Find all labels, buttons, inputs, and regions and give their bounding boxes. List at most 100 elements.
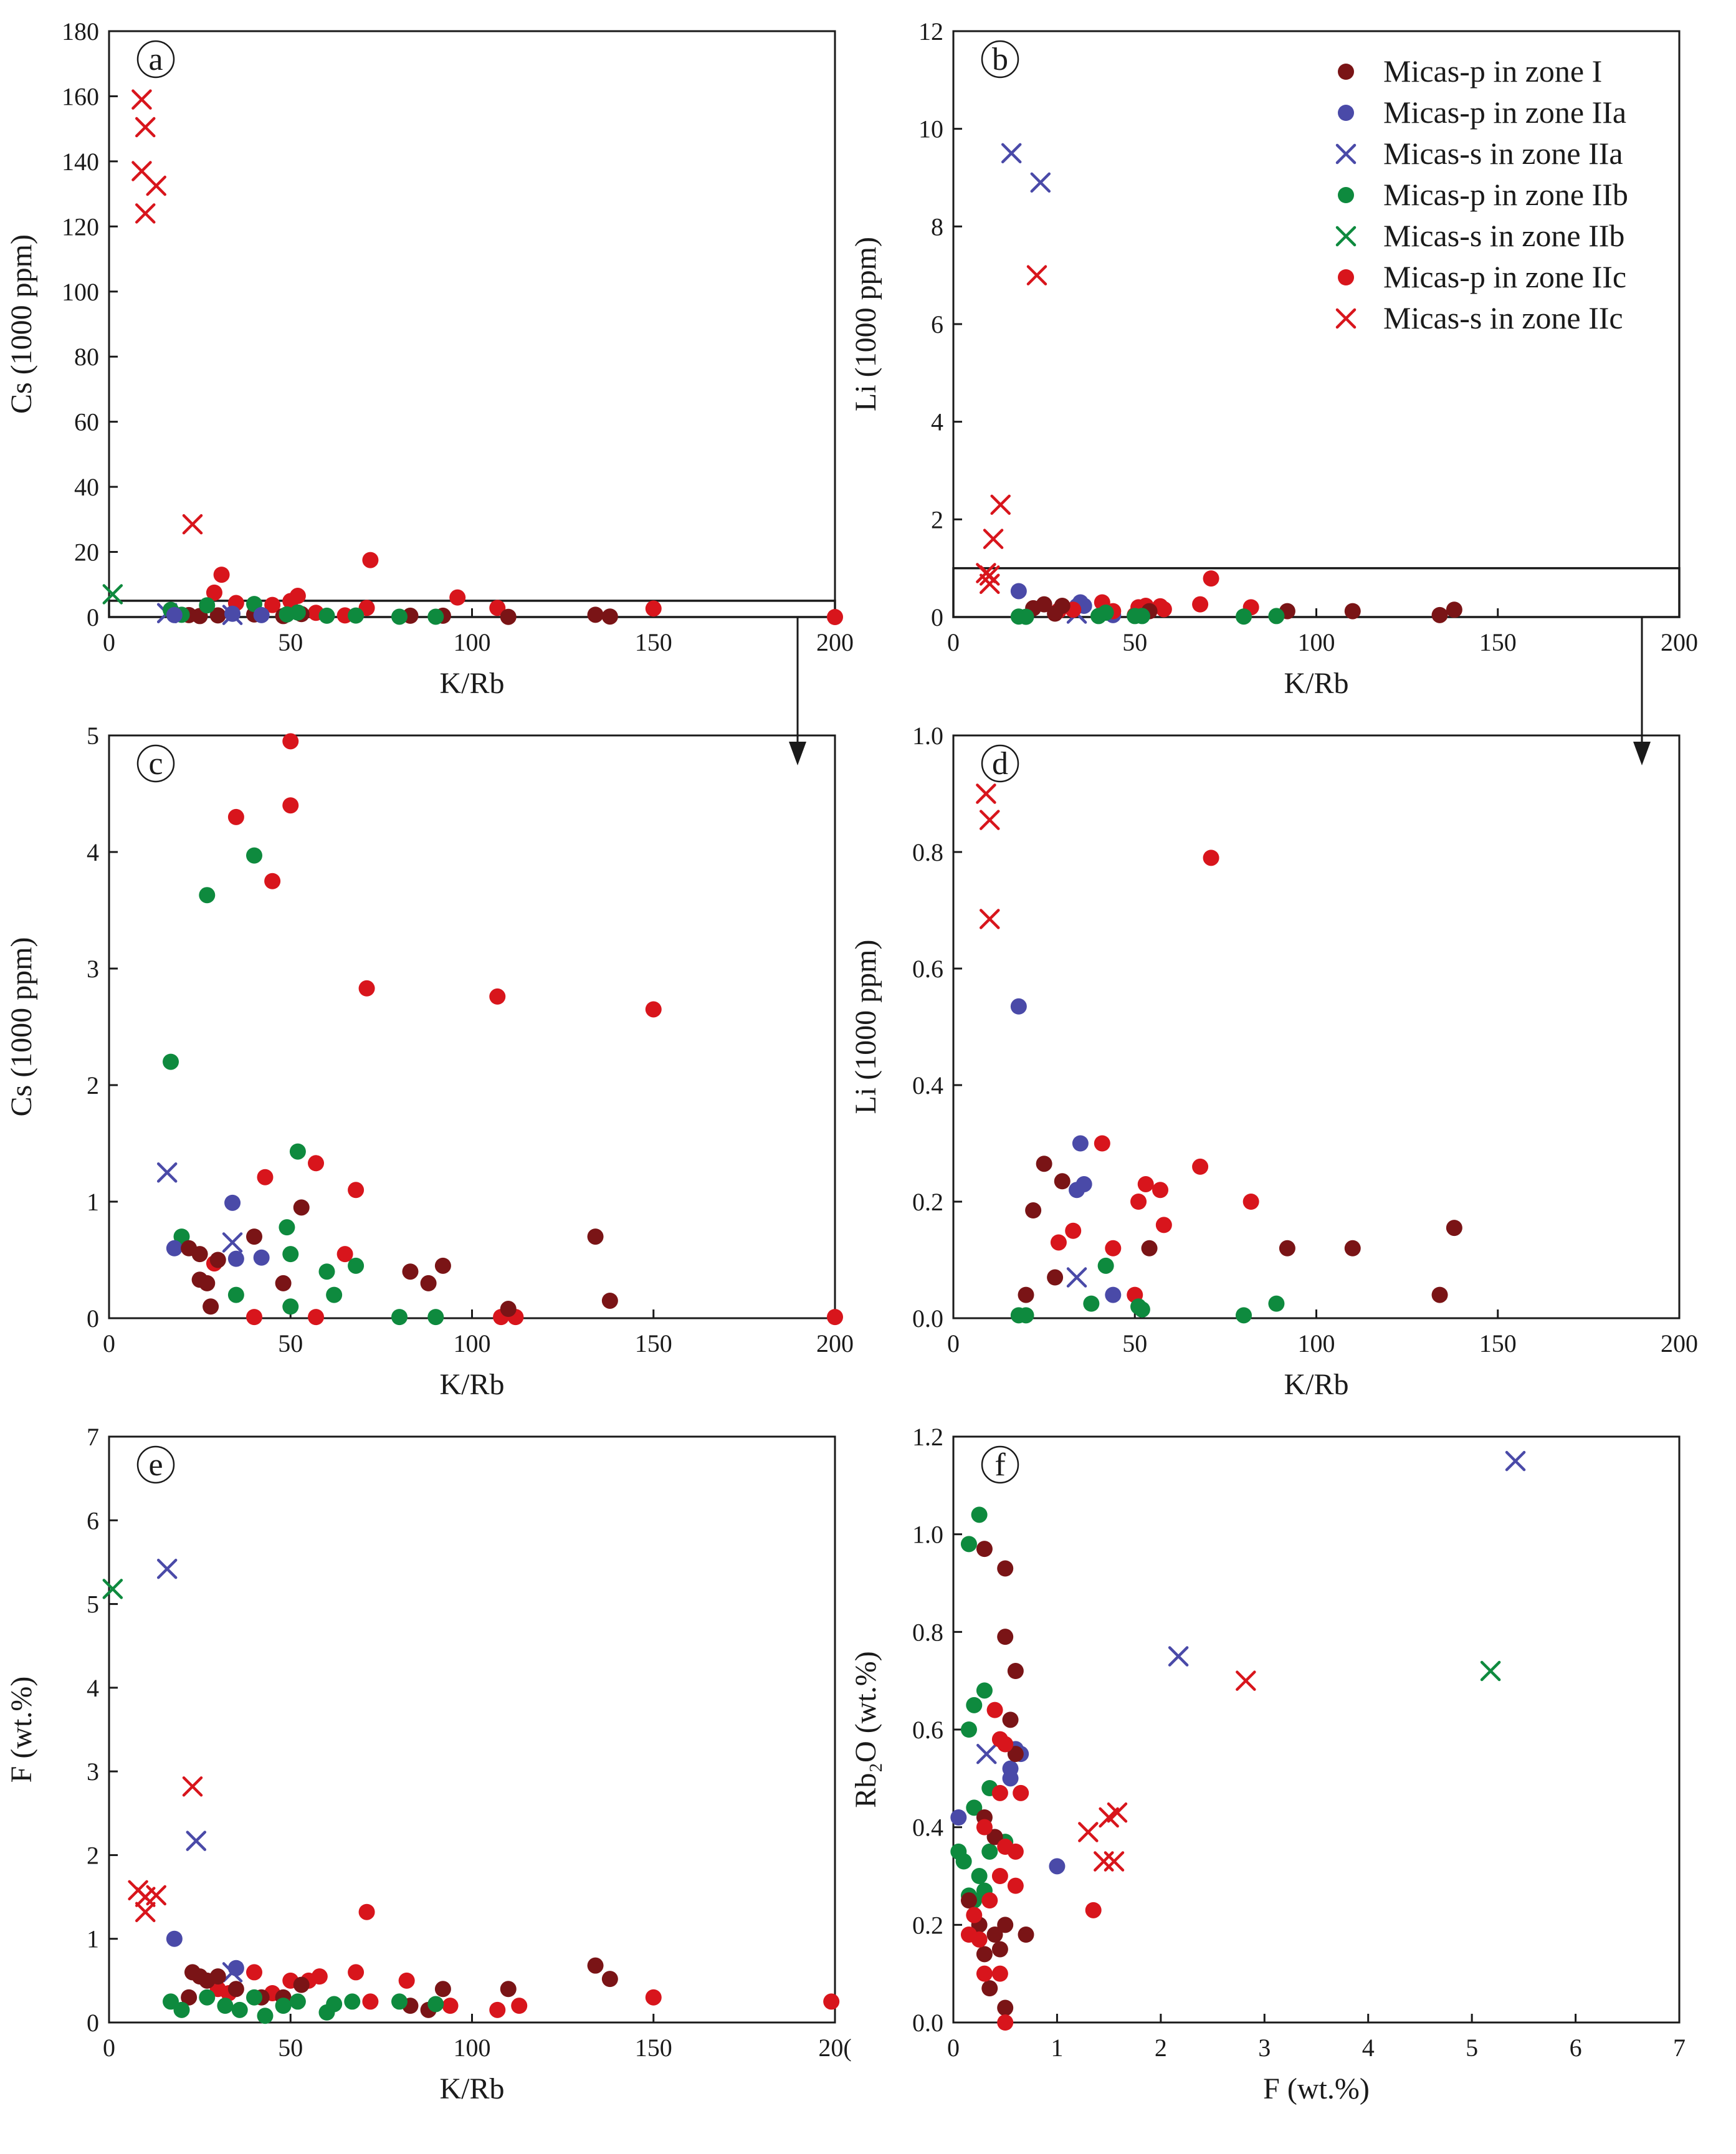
y-tick-label: 6	[931, 310, 943, 338]
data-point	[182, 1776, 203, 1797]
data-point	[1002, 1711, 1019, 1728]
y-tick-label: 0.4	[912, 1071, 943, 1099]
series-micas-p-in-zone-iic	[960, 1702, 1102, 2031]
data-point	[1480, 1660, 1501, 1682]
data-point	[166, 1930, 183, 1947]
data-point	[348, 607, 365, 624]
x-tick-label: 150	[1479, 628, 1517, 656]
data-point	[1236, 1670, 1256, 1691]
x-axis-label: K/Rb	[439, 667, 504, 700]
data-point	[1049, 1858, 1066, 1875]
data-point	[358, 1903, 375, 1920]
data-point	[1018, 608, 1034, 625]
data-point	[1130, 1194, 1147, 1210]
y-tick-label: 1.0	[912, 722, 943, 750]
data-point	[1137, 1175, 1154, 1192]
data-point	[976, 1946, 993, 1963]
data-point	[827, 1309, 843, 1326]
series-micas-s-in-zone-iic	[976, 265, 1047, 594]
y-tick-label: 3	[87, 1758, 99, 1786]
data-point	[986, 1927, 1003, 1943]
data-point	[289, 604, 306, 621]
data-point	[1036, 1156, 1052, 1172]
data-point	[102, 584, 123, 605]
series-micas-p-in-zone-iia	[166, 1194, 270, 1267]
data-point	[227, 1286, 244, 1303]
data-point	[997, 1629, 1014, 1645]
data-point	[326, 1286, 343, 1303]
data-point	[336, 1246, 353, 1263]
data-point	[293, 1199, 310, 1216]
series-micas-p-in-zone-iia	[166, 1930, 244, 1976]
x-tick-label: 150	[635, 628, 672, 656]
data-point	[1054, 597, 1071, 614]
legend-label: Micas-p in zone IIc	[1383, 259, 1626, 294]
x-tick-label: 7	[1673, 2034, 1686, 2062]
y-tick-label: 0.4	[912, 1814, 943, 1842]
y-tick-label: 1.2	[912, 1423, 943, 1451]
data-point	[981, 1843, 998, 1860]
data-point	[1030, 172, 1051, 193]
data-point	[997, 1999, 1014, 2016]
data-point	[1026, 265, 1047, 285]
y-tick-label: 12	[918, 17, 943, 45]
x-tick-label: 4	[1362, 2034, 1375, 2062]
series-micas-p-in-zone-iic	[206, 733, 843, 1326]
data-point	[997, 1917, 1014, 1933]
panel-letter-circle	[981, 744, 1019, 783]
x-tick-label: 50	[278, 2034, 303, 2062]
y-tick-label: 0	[87, 603, 99, 631]
data-point	[1066, 1267, 1087, 1288]
y-tick-label: 0.2	[912, 1911, 943, 1939]
data-point	[391, 1309, 408, 1326]
data-point	[246, 1228, 262, 1245]
data-point	[279, 1219, 295, 1236]
data-point	[1168, 1646, 1189, 1667]
series-micas-p-in-zone-i	[1018, 1156, 1462, 1303]
data-point	[1054, 1173, 1071, 1190]
legend-marker	[1338, 269, 1354, 285]
data-point	[427, 1309, 444, 1326]
data-point	[966, 1697, 983, 1713]
data-point	[146, 1885, 166, 1906]
data-point	[960, 1892, 977, 1909]
data-point	[156, 1558, 178, 1579]
y-axis-label: Li (1000 ppm)	[849, 940, 882, 1114]
data-point	[222, 1232, 243, 1253]
data-point	[981, 1980, 998, 1997]
data-point	[991, 1941, 1008, 1958]
data-point	[1025, 1202, 1042, 1219]
data-point	[955, 1853, 972, 1870]
data-point	[1141, 1240, 1158, 1256]
data-point	[500, 1981, 517, 1998]
x-tick-label: 150	[1479, 1329, 1517, 1357]
data-point	[981, 1892, 998, 1909]
panel-letter: d	[992, 746, 1008, 782]
data-point	[217, 1998, 234, 2014]
data-point	[1083, 1295, 1100, 1312]
y-tick-label: 1.0	[912, 1521, 943, 1549]
y-tick-label: 0.0	[912, 2009, 943, 2037]
plot-frame	[108, 30, 836, 618]
data-point	[264, 873, 281, 889]
data-point	[420, 1275, 437, 1291]
legend-label: Micas-s in zone IIc	[1383, 300, 1623, 335]
panel-letter-circle	[981, 40, 1019, 79]
data-point	[1107, 1802, 1128, 1823]
data-point	[308, 1155, 325, 1172]
data-point	[645, 1989, 662, 2006]
panel-letter: e	[148, 1447, 163, 1483]
series-micas-s-in-zone-iic	[1078, 1670, 1256, 1872]
data-point	[1133, 1301, 1150, 1318]
y-tick-label: 160	[62, 82, 99, 110]
y-axis-label: Cs (1000 ppm)	[5, 234, 38, 414]
series-micas-s-in-zone-iia	[1066, 1267, 1087, 1288]
data-point	[282, 733, 299, 750]
y-tick-label: 0	[931, 603, 943, 631]
data-point	[246, 1964, 262, 1981]
data-point	[427, 1996, 444, 2013]
data-point	[1105, 1240, 1122, 1256]
data-point	[173, 2001, 190, 2018]
series-micas-p-in-zone-iib	[163, 1989, 444, 2024]
data-point	[308, 1309, 325, 1326]
